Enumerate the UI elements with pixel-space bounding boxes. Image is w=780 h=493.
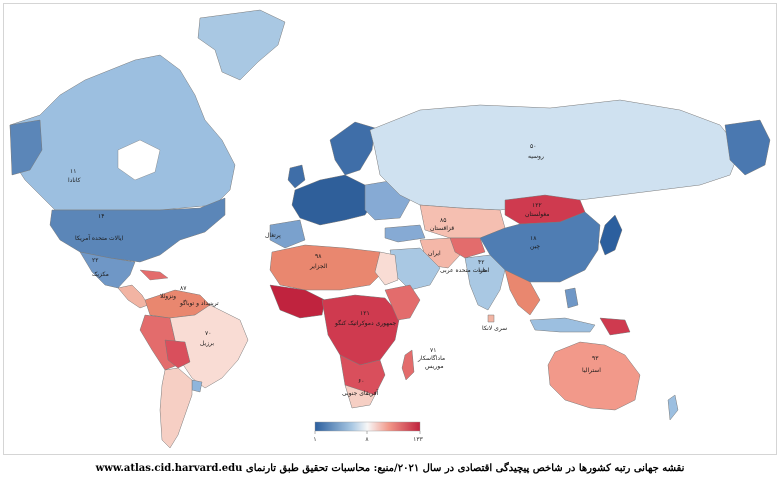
label-china: چین: [530, 243, 540, 250]
greenland[interactable]: [197, 9, 286, 81]
label-canada-rank: ۱۱: [70, 168, 76, 175]
label-india: هند: [478, 267, 486, 274]
iberia[interactable]: [269, 219, 306, 249]
uk[interactable]: [287, 164, 306, 189]
label-south-africa: آفریقای جنوبی: [342, 388, 379, 397]
label-australia-rank: ۹۳: [592, 355, 599, 362]
label-russia-rank: ۵۰: [530, 143, 536, 150]
philippines[interactable]: [564, 287, 579, 309]
caribbean[interactable]: [139, 269, 169, 281]
label-iran: ایران: [428, 250, 441, 257]
afghanistan[interactable]: [449, 237, 486, 259]
western-europe[interactable]: [291, 174, 376, 226]
caption-url[interactable]: www.atlas.cid.harvard.edu: [95, 463, 243, 474]
label-srilanka: سری لانکا: [482, 325, 507, 332]
label-china-rank: ۱۸: [530, 235, 537, 242]
mexico[interactable]: [79, 251, 136, 289]
label-algeria: الجزایر: [309, 263, 328, 270]
legend-mid: ۸: [365, 436, 369, 443]
label-venezuela-rank: ۸۷: [180, 285, 187, 292]
south-africa[interactable]: [344, 384, 376, 409]
label-drc-rank: ۱۲۱: [360, 310, 370, 317]
new-zealand[interactable]: [667, 394, 679, 421]
argentina-chile[interactable]: [159, 367, 193, 449]
caption-text: نقشه جهانی رتبه کشورها در شاخص پیچیدگی ا…: [245, 463, 685, 474]
legend-min: ۱: [313, 436, 316, 443]
label-australia: استرالیا: [582, 367, 601, 374]
label-canada: کانادا: [68, 177, 81, 184]
label-india-rank: ۴۲: [478, 259, 484, 266]
label-russia: روسیه: [528, 153, 544, 160]
label-usa-rank: ۱۴: [98, 213, 104, 220]
egypt[interactable]: [374, 251, 399, 286]
southeast-asia[interactable]: [504, 269, 541, 316]
label-south-africa-rank: ۶۰: [358, 378, 364, 385]
far-east[interactable]: [724, 119, 771, 176]
alaska[interactable]: [9, 119, 43, 176]
label-drc: جمهوری دموکراتیک کنگو: [334, 319, 396, 327]
label-venezuela: ونزوئلا: [160, 293, 176, 300]
canada[interactable]: [9, 54, 236, 211]
label-brazil-rank: ۷۰: [205, 330, 211, 337]
madagascar[interactable]: [401, 349, 415, 381]
usa[interactable]: [49, 197, 226, 263]
uruguay[interactable]: [191, 379, 203, 393]
label-mexico-rank: ۲۲: [92, 257, 98, 264]
north-africa[interactable]: [269, 244, 386, 291]
label-kazakhstan-rank: ۸۵: [440, 217, 446, 224]
label-mongolia-rank: ۱۲۲: [532, 202, 542, 209]
australia[interactable]: [547, 341, 641, 411]
east-africa[interactable]: [384, 284, 421, 321]
west-africa[interactable]: [269, 284, 326, 319]
scandinavia[interactable]: [329, 121, 376, 176]
map-caption: نقشه جهانی رتبه کشورها در شاخص پیچیدگی ا…: [0, 463, 780, 474]
label-kazakhstan: قزاقستان: [430, 225, 454, 232]
label-uae: امارات متحده عربی: [440, 267, 490, 274]
indonesia[interactable]: [529, 317, 596, 333]
label-algeria-rank: ۹۸: [315, 253, 322, 260]
label-mongolia: مغولستان: [525, 211, 549, 218]
japan[interactable]: [599, 214, 623, 256]
label-portugal: پرتغال: [265, 232, 281, 239]
label-usa: ایالات متحده آمریکا: [75, 233, 124, 242]
central-america[interactable]: [117, 284, 149, 309]
papua[interactable]: [599, 317, 631, 336]
bolivia[interactable]: [164, 339, 191, 369]
label-brazil: برزیل: [200, 340, 214, 347]
label-madagascar-rank: ۷۱: [430, 347, 436, 354]
sri-lanka[interactable]: [487, 314, 495, 323]
india[interactable]: [464, 254, 506, 311]
label-mauritius: موریس: [425, 363, 444, 370]
label-mexico: مکزیک: [92, 271, 109, 278]
russia[interactable]: [369, 99, 741, 211]
legend-max: ۱۳۳: [413, 436, 423, 443]
label-madagascar: ماداگاسکار: [417, 354, 445, 362]
central-africa[interactable]: [321, 294, 401, 366]
label-trinidad: ترینیداد و توباگو: [179, 299, 219, 307]
legend-bar: [314, 421, 421, 432]
turkey[interactable]: [384, 224, 426, 243]
